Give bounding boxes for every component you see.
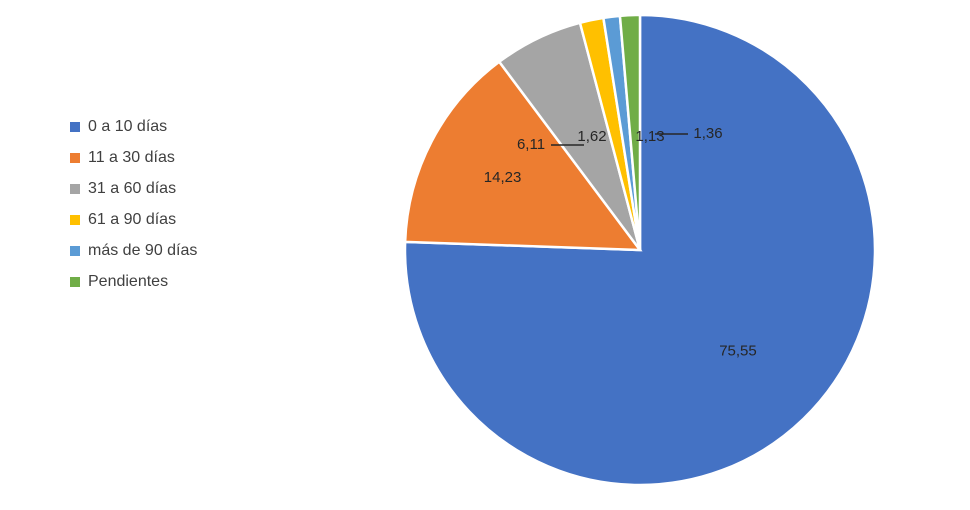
legend-item: Pendientes <box>70 266 197 297</box>
legend-item: 0 a 10 días <box>70 111 197 142</box>
legend-swatch <box>70 121 80 132</box>
legend-swatch <box>70 183 80 194</box>
pie-slice <box>618 13 642 251</box>
pie-slice <box>403 60 643 252</box>
legend-label: más de 90 días <box>88 241 198 259</box>
leader-lines <box>551 133 688 146</box>
legend-item: 11 a 30 días <box>70 142 197 173</box>
data-labels: 75,55 14,23 6,11 1,62 1,13 1,36 <box>484 125 757 359</box>
data-label: 1,13 <box>635 128 664 145</box>
chart-legend: 0 a 10 días 11 a 30 días 31 a 60 días 61… <box>70 111 197 297</box>
legend-label: 11 a 30 días <box>88 148 175 166</box>
pie-slices <box>403 13 877 487</box>
legend-item: más de 90 días <box>70 235 197 266</box>
data-label: 75,55 <box>719 342 757 359</box>
legend-swatch <box>70 276 80 287</box>
legend-item: 31 a 60 días <box>70 173 197 204</box>
legend-swatch <box>70 214 80 225</box>
legend-swatch <box>70 245 80 256</box>
legend-label: 31 a 60 días <box>88 179 177 197</box>
legend-item: 61 a 90 días <box>70 204 197 235</box>
data-label: 14,23 <box>484 169 522 186</box>
legend-label: Pendientes <box>88 272 169 290</box>
data-label: 6,11 <box>517 136 545 153</box>
data-label: 1,62 <box>577 128 606 145</box>
legend-label: 0 a 10 días <box>88 117 168 135</box>
legend-swatch <box>70 152 80 163</box>
data-label: 1,36 <box>693 125 722 142</box>
legend-label: 61 a 90 días <box>88 210 177 228</box>
